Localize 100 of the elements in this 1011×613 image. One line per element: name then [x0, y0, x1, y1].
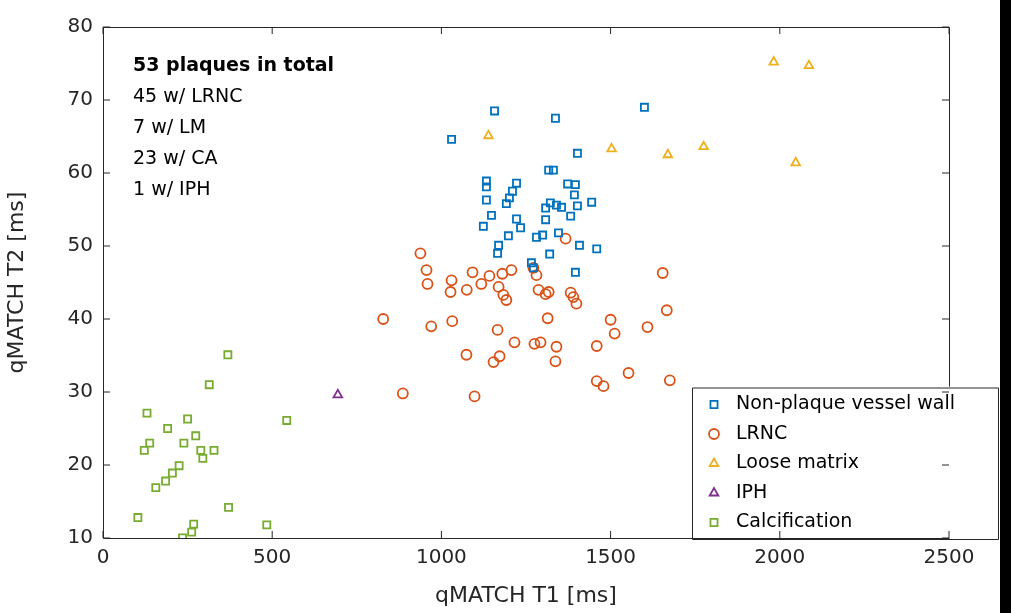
point — [512, 214, 521, 224]
point — [145, 438, 155, 448]
point — [541, 215, 551, 225]
point — [133, 513, 143, 522]
point — [478, 221, 488, 231]
annotation: 45 w/ LRNC — [133, 83, 243, 106]
point — [163, 424, 173, 433]
point — [492, 280, 505, 293]
point — [282, 416, 292, 425]
point — [573, 201, 582, 211]
point — [569, 190, 579, 200]
point — [660, 304, 673, 317]
point — [534, 336, 547, 349]
point — [532, 232, 541, 242]
y-tick-label: 40 — [67, 305, 93, 330]
point — [187, 527, 197, 537]
x-tick-label: 500 — [253, 544, 292, 569]
y-tick-label: 10 — [67, 524, 93, 549]
point — [532, 283, 545, 296]
point — [559, 232, 572, 245]
point — [622, 367, 635, 379]
x-tick-label: 0 — [96, 544, 110, 569]
point — [224, 502, 233, 512]
point — [606, 143, 617, 153]
point — [139, 445, 149, 455]
point — [223, 350, 233, 360]
point — [545, 198, 555, 208]
point — [516, 223, 526, 233]
point — [504, 193, 514, 203]
point — [604, 313, 617, 326]
point — [491, 324, 504, 336]
point — [548, 165, 558, 175]
annotation: 23 w/ CA — [133, 145, 218, 168]
point — [496, 267, 509, 280]
point — [563, 179, 573, 189]
point — [142, 408, 152, 418]
point — [590, 375, 603, 387]
annotation: 7 w/ LM — [133, 114, 207, 137]
legend-label: Non-plaque vessel wall — [736, 391, 956, 414]
point — [541, 312, 554, 325]
point — [790, 156, 801, 167]
point — [512, 178, 521, 188]
point — [505, 264, 518, 276]
point — [570, 267, 580, 277]
point — [487, 210, 496, 220]
point — [587, 197, 597, 207]
point — [508, 186, 517, 196]
point — [663, 374, 676, 387]
point — [493, 248, 503, 258]
point — [494, 240, 504, 250]
point — [481, 195, 491, 205]
point — [575, 240, 584, 250]
legend-label: LRNC — [736, 420, 788, 443]
y-tick-label: 70 — [67, 86, 93, 111]
point — [447, 134, 456, 144]
point — [567, 291, 580, 303]
point — [541, 203, 551, 213]
point — [493, 350, 506, 363]
x-tick-label: 1500 — [585, 544, 637, 569]
point — [641, 321, 654, 333]
point — [198, 453, 208, 463]
legend-label: IPH — [736, 479, 768, 502]
point — [179, 438, 189, 448]
point — [549, 355, 562, 368]
point — [597, 380, 610, 393]
point — [566, 211, 576, 221]
point — [590, 340, 603, 352]
point — [526, 258, 536, 268]
point — [183, 414, 193, 424]
point — [640, 102, 649, 112]
point — [608, 327, 621, 340]
point — [445, 274, 458, 287]
point — [483, 129, 494, 140]
point — [481, 182, 491, 192]
point — [662, 148, 674, 159]
point — [497, 289, 510, 301]
x-tick-label: 2500 — [923, 544, 975, 569]
point — [503, 231, 513, 241]
point — [551, 113, 560, 123]
y-tick-label: 30 — [67, 378, 93, 403]
x-tick-label: 2000 — [754, 544, 806, 569]
legend-label: Calcification — [736, 509, 853, 532]
annotation: 53 plaques in total — [133, 52, 335, 75]
x-tick-label: 1000 — [415, 544, 467, 569]
point — [174, 461, 184, 471]
point — [487, 356, 500, 368]
point — [656, 267, 669, 279]
y-tick-label: 80 — [67, 13, 93, 38]
point — [538, 230, 548, 240]
point — [592, 244, 602, 254]
point — [161, 476, 171, 486]
point — [167, 468, 177, 478]
x-axis-title: qMATCH T1 [ms] — [435, 581, 617, 607]
point — [490, 106, 499, 116]
point — [468, 390, 481, 403]
point — [564, 286, 577, 299]
y-tick-label: 20 — [67, 451, 93, 476]
point — [460, 348, 473, 361]
point — [332, 389, 344, 399]
point — [446, 315, 459, 328]
